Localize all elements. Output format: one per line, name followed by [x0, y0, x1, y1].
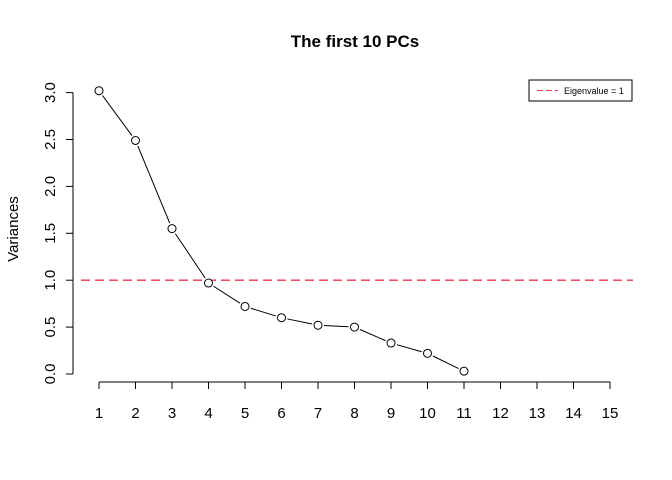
data-point	[350, 322, 359, 332]
y-tick-label: 1.0	[42, 270, 59, 291]
y-axis-label: Variances	[5, 196, 22, 262]
legend: Eigenvalue = 1	[528, 79, 633, 102]
series-line-segment	[250, 307, 276, 317]
legend-box	[528, 79, 633, 102]
series-line-segment	[174, 233, 206, 279]
y-tick-label: 0.5	[42, 317, 59, 338]
data-point	[459, 366, 469, 376]
y-tick-label: 2.5	[42, 129, 59, 150]
x-tick-label: 15	[602, 405, 619, 422]
data-point	[277, 313, 286, 323]
y-tick-label: 1.5	[42, 223, 59, 244]
x-tick-label: 4	[204, 405, 212, 422]
data-point	[386, 338, 396, 348]
x-tick-label: 3	[168, 405, 176, 422]
data-point	[423, 348, 432, 358]
series-line-segment	[137, 145, 171, 224]
series-line-segment	[102, 95, 133, 136]
data-point	[313, 320, 323, 330]
x-tick-label: 8	[350, 405, 358, 422]
x-tick-label: 1	[95, 405, 103, 422]
y-axis: 0.0 0.5 1.0 1.5 2.0 2.5 3.0	[42, 82, 74, 385]
series-line-segment	[432, 355, 459, 370]
data-point	[131, 135, 140, 145]
x-tick-label: 6	[277, 405, 285, 422]
series-line-segment	[213, 285, 241, 304]
series-line-segment	[359, 329, 386, 342]
chart-title: The first 10 PCs	[291, 32, 420, 51]
x-tick-label: 2	[131, 405, 139, 422]
x-tick-label: 14	[565, 405, 582, 422]
x-tick-label: 13	[529, 405, 546, 422]
data-point	[167, 224, 177, 234]
x-axis: 1 2 3 4 5 6 7 8 9 10 11 12 13 14 15	[95, 381, 619, 422]
series-group	[94, 86, 469, 376]
y-tick-label: 0.0	[42, 364, 59, 385]
x-tick-label: 11	[456, 405, 472, 422]
series-line-segment	[287, 318, 313, 325]
series-line-segment	[396, 344, 422, 353]
x-tick-label: 10	[419, 405, 436, 422]
y-tick-label: 3.0	[42, 82, 59, 103]
series-line-segment	[323, 325, 349, 328]
data-point	[240, 301, 250, 311]
x-tick-label: 9	[387, 405, 395, 422]
data-point	[204, 278, 213, 288]
x-tick-label: 12	[492, 405, 509, 422]
data-point	[94, 86, 104, 96]
x-tick-label: 5	[241, 405, 249, 422]
y-tick-label: 2.0	[42, 176, 59, 197]
legend-entry-label: Eigenvalue = 1	[564, 86, 624, 96]
x-tick-label: 7	[314, 405, 322, 422]
